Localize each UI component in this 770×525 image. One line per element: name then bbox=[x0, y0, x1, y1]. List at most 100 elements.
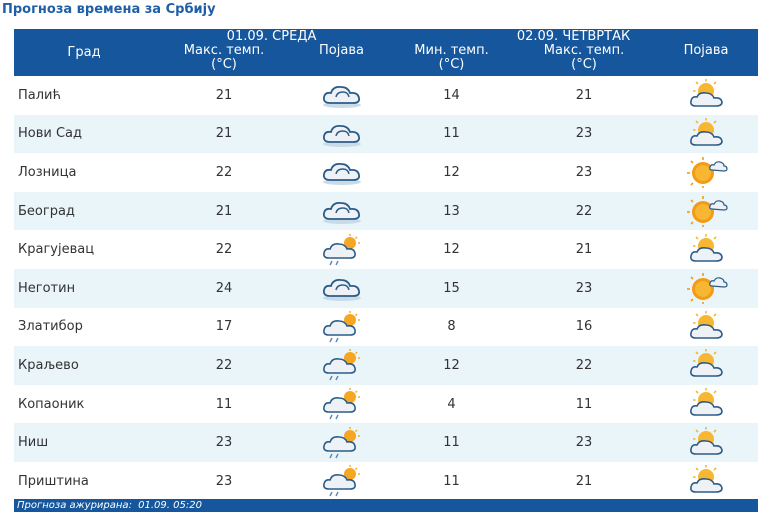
partly-cloudy-icon bbox=[684, 79, 728, 111]
partly-cloudy-icon bbox=[684, 233, 728, 266]
day1-phenomenon bbox=[294, 153, 390, 192]
day1-phenomenon bbox=[294, 384, 390, 424]
city-name: Ниш bbox=[14, 423, 154, 462]
day2-phenomenon bbox=[654, 114, 759, 154]
day2-max-temp: 16 bbox=[514, 307, 655, 347]
day2-min-temp: 11 bbox=[389, 114, 515, 154]
day2-phenomenon bbox=[654, 346, 759, 385]
day1-max-temp: 22 bbox=[154, 346, 294, 385]
sun-cloud-showers-icon bbox=[320, 233, 364, 266]
column-header-day2-max: Макс. темп. (°C) bbox=[514, 44, 655, 76]
mostly-sunny-icon bbox=[684, 156, 728, 189]
partly-cloudy-icon bbox=[684, 117, 728, 150]
city-name: Палић bbox=[14, 76, 154, 115]
mostly-sunny-icon bbox=[684, 195, 728, 228]
city-name: Неготин bbox=[14, 268, 154, 308]
city-name: Нови Сад bbox=[14, 114, 154, 154]
column-header-day2-phenomenon: Појава bbox=[654, 44, 759, 76]
day1-max-temp: 22 bbox=[154, 230, 294, 269]
day1-max-temp: 24 bbox=[154, 268, 294, 308]
mostly-sunny-icon bbox=[684, 272, 728, 305]
day1-phenomenon bbox=[294, 191, 390, 231]
update-footer: Прогноза ажурирана: 01.09. 05:20 bbox=[14, 499, 758, 512]
day2-min-temp: 12 bbox=[389, 230, 515, 269]
table-row: Неготин 24 15 23 bbox=[14, 268, 759, 308]
day2-phenomenon bbox=[654, 191, 759, 231]
day1-phenomenon bbox=[294, 230, 390, 269]
table-row: Лозница 22 12 23 bbox=[14, 153, 759, 192]
day1-max-temp: 21 bbox=[154, 114, 294, 154]
table-row: Краљево 22 12 22 bbox=[14, 346, 759, 385]
day1-max-temp: 23 bbox=[154, 461, 294, 501]
partly-cloudy-icon bbox=[684, 426, 728, 459]
day2-phenomenon bbox=[654, 153, 759, 192]
table-row: Нови Сад 21 11 23 bbox=[14, 114, 759, 154]
day2-min-temp: 13 bbox=[389, 191, 515, 231]
city-name: Приштина bbox=[14, 461, 154, 501]
day2-min-temp: 4 bbox=[389, 384, 515, 424]
day1-phenomenon bbox=[294, 423, 390, 462]
day1-phenomenon bbox=[294, 307, 390, 347]
day1-max-temp: 11 bbox=[154, 384, 294, 424]
column-header-day1-max: Макс. темп. (°C) bbox=[154, 44, 294, 76]
day2-phenomenon bbox=[654, 307, 759, 347]
day2-phenomenon bbox=[654, 230, 759, 269]
day2-max-temp: 21 bbox=[514, 230, 655, 269]
day1-header: 01.09. СРЕДА bbox=[154, 29, 390, 44]
day2-min-temp: 8 bbox=[389, 307, 515, 347]
partly-cloudy-icon bbox=[684, 388, 728, 420]
day2-min-temp: 15 bbox=[389, 268, 515, 308]
partly-cloudy-icon bbox=[684, 349, 728, 381]
day1-max-temp: 22 bbox=[154, 153, 294, 192]
table-row: Златибор 17 8 16 bbox=[14, 307, 759, 347]
city-name: Копаоник bbox=[14, 384, 154, 424]
day2-phenomenon bbox=[654, 423, 759, 462]
day1-phenomenon bbox=[294, 114, 390, 154]
table-row: Београд 21 13 22 bbox=[14, 191, 759, 231]
city-name: Краљево bbox=[14, 346, 154, 385]
sun-cloud-showers-icon bbox=[320, 349, 364, 381]
cloudy-icon bbox=[320, 156, 364, 188]
sun-cloud-showers-icon bbox=[320, 388, 364, 420]
day2-max-temp: 22 bbox=[514, 191, 655, 231]
day2-min-temp: 14 bbox=[389, 76, 515, 115]
day2-header: 02.09. ЧЕТВРТАК bbox=[389, 29, 759, 44]
city-name: Лозница bbox=[14, 153, 154, 192]
city-name: Београд bbox=[14, 191, 154, 231]
footer-label: Прогноза ажурирана: bbox=[17, 500, 132, 511]
city-name: Златибор bbox=[14, 307, 154, 347]
day2-max-temp: 21 bbox=[514, 461, 655, 501]
day2-max-temp: 23 bbox=[514, 114, 655, 154]
day2-min-temp: 12 bbox=[389, 153, 515, 192]
day2-phenomenon bbox=[654, 268, 759, 308]
forecast-table: Град 01.09. СРЕДА 02.09. ЧЕТВРТАК Макс. … bbox=[14, 29, 759, 501]
partly-cloudy-icon bbox=[684, 310, 728, 343]
day1-phenomenon bbox=[294, 461, 390, 501]
day2-max-temp: 23 bbox=[514, 153, 655, 192]
day1-phenomenon bbox=[294, 346, 390, 385]
day2-max-temp: 23 bbox=[514, 423, 655, 462]
column-header-city: Град bbox=[14, 29, 154, 76]
table-row: Приштина 23 11 21 bbox=[14, 461, 759, 501]
table-row: Ниш 23 11 23 bbox=[14, 423, 759, 462]
day2-max-temp: 11 bbox=[514, 384, 655, 424]
day1-phenomenon bbox=[294, 268, 390, 308]
day1-max-temp: 17 bbox=[154, 307, 294, 347]
day2-max-temp: 21 bbox=[514, 76, 655, 115]
day1-max-temp: 21 bbox=[154, 76, 294, 115]
cloudy-icon bbox=[320, 195, 364, 227]
column-header-day2-min: Мин. темп. (°C) bbox=[389, 44, 515, 76]
day2-phenomenon bbox=[654, 461, 759, 501]
sun-cloud-showers-icon bbox=[320, 310, 364, 343]
sun-cloud-showers-icon bbox=[320, 465, 364, 497]
day2-max-temp: 22 bbox=[514, 346, 655, 385]
day2-min-temp: 12 bbox=[389, 346, 515, 385]
day2-phenomenon bbox=[654, 384, 759, 424]
table-row: Крагујевац 22 12 21 bbox=[14, 230, 759, 269]
table-row: Копаоник 11 4 11 bbox=[14, 384, 759, 424]
page-title: Прогноза времена за Србију bbox=[2, 2, 216, 17]
cloudy-icon bbox=[320, 118, 364, 150]
partly-cloudy-icon bbox=[684, 465, 728, 497]
sun-cloud-showers-icon bbox=[320, 426, 364, 459]
cloudy-icon bbox=[320, 79, 364, 111]
